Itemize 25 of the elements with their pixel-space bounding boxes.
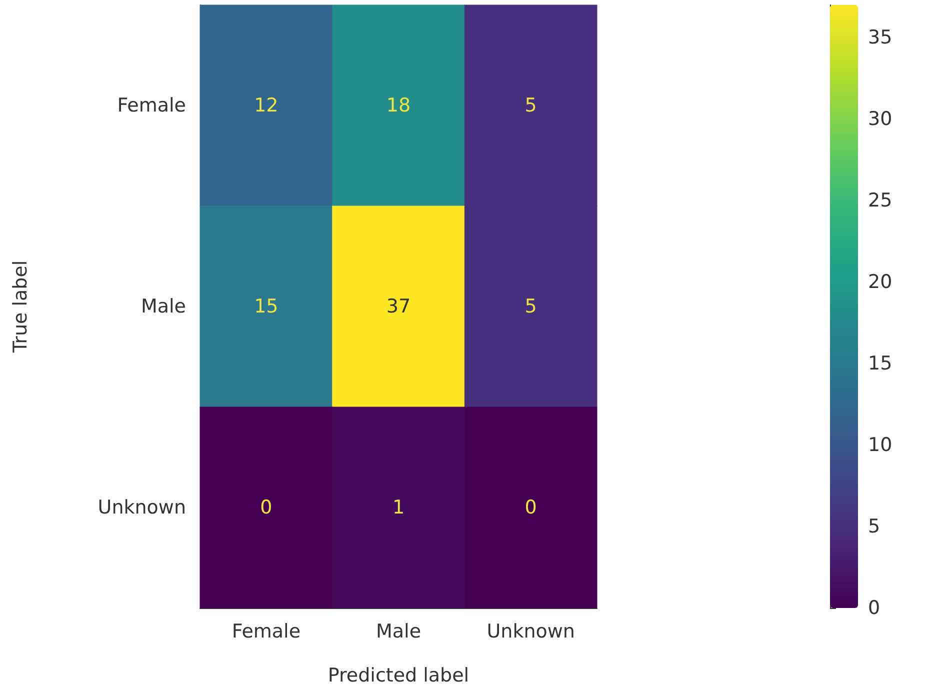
x-tick-label: Male — [376, 620, 422, 642]
data-label: 37 — [386, 296, 411, 318]
color-bar-label: 15 — [868, 352, 892, 375]
data-label: 1 — [392, 496, 405, 518]
data-label: 0 — [524, 496, 537, 518]
color-bar-label: 20 — [868, 271, 892, 294]
data-label: 5 — [524, 296, 537, 318]
data-label: 12 — [254, 94, 278, 116]
y-axis-title: True label — [10, 260, 32, 354]
x-axis-title: Predicted label — [328, 664, 470, 686]
data-label: 0 — [260, 496, 272, 518]
y-tick-label: Male — [140, 296, 186, 318]
y-tick-label: Female — [117, 94, 186, 116]
color-bar-label: 5 — [868, 516, 880, 538]
x-tick-label: Female — [232, 620, 301, 642]
x-tick-label: Unknown — [486, 620, 575, 642]
data-label: 18 — [386, 94, 411, 116]
color-bar-label: 25 — [868, 190, 892, 212]
y-tick-label: Unknown — [98, 496, 186, 518]
data-label: 5 — [524, 94, 537, 116]
color-bar-label: 35 — [868, 26, 892, 49]
data-label: 15 — [254, 296, 278, 318]
color-bar-label: 0 — [868, 597, 880, 619]
color-bar-label: 10 — [868, 434, 892, 456]
color-bar-label: 30 — [868, 108, 892, 130]
